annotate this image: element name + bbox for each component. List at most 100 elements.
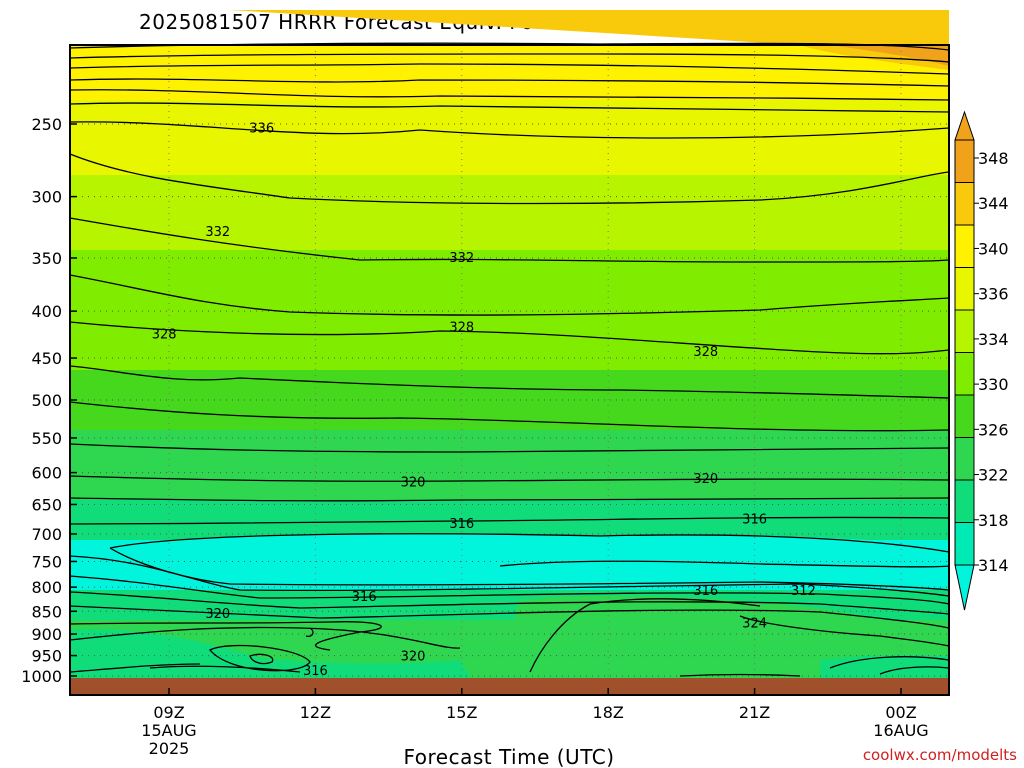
contour-line bbox=[879, 666, 950, 675]
x-tick-year: 2025 bbox=[149, 739, 190, 758]
credit-link[interactable]: coolwx.com/modelts bbox=[863, 746, 1017, 764]
colorbar-label: 334 bbox=[978, 330, 1009, 349]
colorbar-segment bbox=[954, 522, 975, 566]
contour-line bbox=[249, 653, 274, 665]
y-tick-label: 950 bbox=[31, 647, 62, 666]
contour-line bbox=[69, 605, 950, 629]
colorbar-label: 344 bbox=[978, 194, 1009, 213]
contour-line bbox=[679, 673, 801, 677]
contour-label: 332 bbox=[449, 251, 474, 266]
contour-line bbox=[69, 365, 950, 399]
contour-line bbox=[208, 644, 311, 672]
fill-band bbox=[70, 175, 949, 250]
x-tick-label: 09Z bbox=[153, 703, 184, 722]
colorbar-segment bbox=[954, 394, 975, 438]
contour-line bbox=[739, 615, 950, 647]
colorbar-segment bbox=[954, 182, 975, 226]
contour-label: 328 bbox=[449, 321, 474, 336]
y-tick-label: 250 bbox=[31, 115, 62, 134]
colorbar-segment bbox=[954, 479, 975, 523]
contour-fill-layer bbox=[70, 10, 949, 678]
contour-label: 324 bbox=[742, 616, 767, 631]
y-tick-label: 550 bbox=[31, 429, 62, 448]
contour-label: 328 bbox=[152, 327, 177, 342]
contour-label: 316 bbox=[742, 512, 767, 527]
ground-band bbox=[70, 678, 949, 695]
fill-band bbox=[70, 430, 949, 500]
fill-band bbox=[70, 250, 949, 370]
contour-line bbox=[69, 401, 950, 432]
y-axis-labels: 250 300 350 400 450 500 550 600 650 700 750 800 850 9… bbox=[21, 115, 77, 686]
x-tick-date: 16AUG bbox=[873, 721, 928, 740]
x-tick-label: 15Z bbox=[446, 703, 477, 722]
x-axis-title: Forecast Time (UTC) bbox=[403, 745, 614, 768]
contour-line bbox=[69, 53, 950, 63]
y-tick-label: 900 bbox=[31, 625, 62, 644]
colorbar-segment bbox=[954, 437, 975, 481]
contour-line bbox=[69, 663, 201, 673]
fill-low-left bbox=[70, 629, 470, 678]
contour-label: 320 bbox=[693, 472, 718, 487]
fill-warm-low bbox=[500, 595, 949, 678]
x-tick-label: 12Z bbox=[300, 703, 331, 722]
colorbar-label: 348 bbox=[978, 149, 1009, 168]
contour-line bbox=[69, 89, 950, 101]
contour-label: 316 bbox=[352, 590, 377, 605]
contour-line bbox=[69, 626, 461, 649]
contour-line bbox=[69, 575, 950, 605]
x-tick-label: 00Z bbox=[885, 703, 916, 722]
y-tick-label: 800 bbox=[31, 578, 62, 597]
contour-line bbox=[69, 321, 950, 355]
x-tick-date: 15AUG bbox=[141, 721, 196, 740]
x-tick-label: 21Z bbox=[739, 703, 770, 722]
colorbar-label: 318 bbox=[978, 511, 1009, 530]
contour-labels: 336 332 332 328 328 328 320 320 316 316 316 316 312 3… bbox=[152, 122, 816, 679]
contour-line bbox=[69, 274, 950, 316]
colorbar-segment bbox=[954, 267, 975, 311]
x-tick-label: 18Z bbox=[593, 703, 624, 722]
colorbar-label: 340 bbox=[978, 239, 1009, 258]
colorbar-label: 330 bbox=[978, 375, 1009, 394]
contour-line bbox=[69, 63, 950, 75]
y-tick-label: 1000 bbox=[21, 667, 62, 686]
contour-line bbox=[499, 560, 950, 568]
contour-line bbox=[69, 475, 950, 482]
colorbar-label: 314 bbox=[978, 556, 1009, 575]
y-tick-label: 650 bbox=[31, 495, 62, 514]
contour-line bbox=[69, 555, 950, 597]
contour-line bbox=[69, 153, 950, 205]
fill-top-max bbox=[830, 45, 949, 66]
contour-line bbox=[69, 102, 950, 113]
y-tick-label: 500 bbox=[31, 391, 62, 410]
contour-line bbox=[69, 591, 950, 615]
y-tick-label: 850 bbox=[31, 602, 62, 621]
fill-top bbox=[230, 10, 949, 70]
contour-label: 320 bbox=[401, 475, 426, 490]
colorbar-segment bbox=[954, 352, 975, 396]
contour-line bbox=[529, 598, 761, 673]
colorbar-min-arrow bbox=[954, 564, 975, 611]
contour-label: 320 bbox=[205, 607, 230, 622]
contour-line bbox=[69, 516, 950, 525]
colorbar-label: 336 bbox=[978, 285, 1009, 304]
colorbar-max-arrow bbox=[954, 110, 975, 141]
contour-label: 320 bbox=[401, 649, 426, 664]
y-tick-label: 750 bbox=[31, 552, 62, 571]
contour-line bbox=[69, 443, 950, 453]
contour-line bbox=[305, 627, 314, 638]
contour-label: 336 bbox=[249, 122, 274, 137]
colorbar-segment bbox=[954, 309, 975, 353]
contour-label: 312 bbox=[791, 584, 816, 599]
colorbar-segment bbox=[954, 224, 975, 268]
contour-line bbox=[829, 656, 950, 669]
colorbar-label: 322 bbox=[978, 466, 1009, 485]
y-tick-label: 400 bbox=[31, 302, 62, 321]
colorbar-segment bbox=[954, 139, 975, 183]
y-tick-label: 350 bbox=[31, 249, 62, 268]
y-tick-label: 600 bbox=[31, 464, 62, 483]
contour-line bbox=[69, 497, 950, 502]
contour-line bbox=[69, 217, 950, 263]
fill-band bbox=[70, 100, 949, 175]
